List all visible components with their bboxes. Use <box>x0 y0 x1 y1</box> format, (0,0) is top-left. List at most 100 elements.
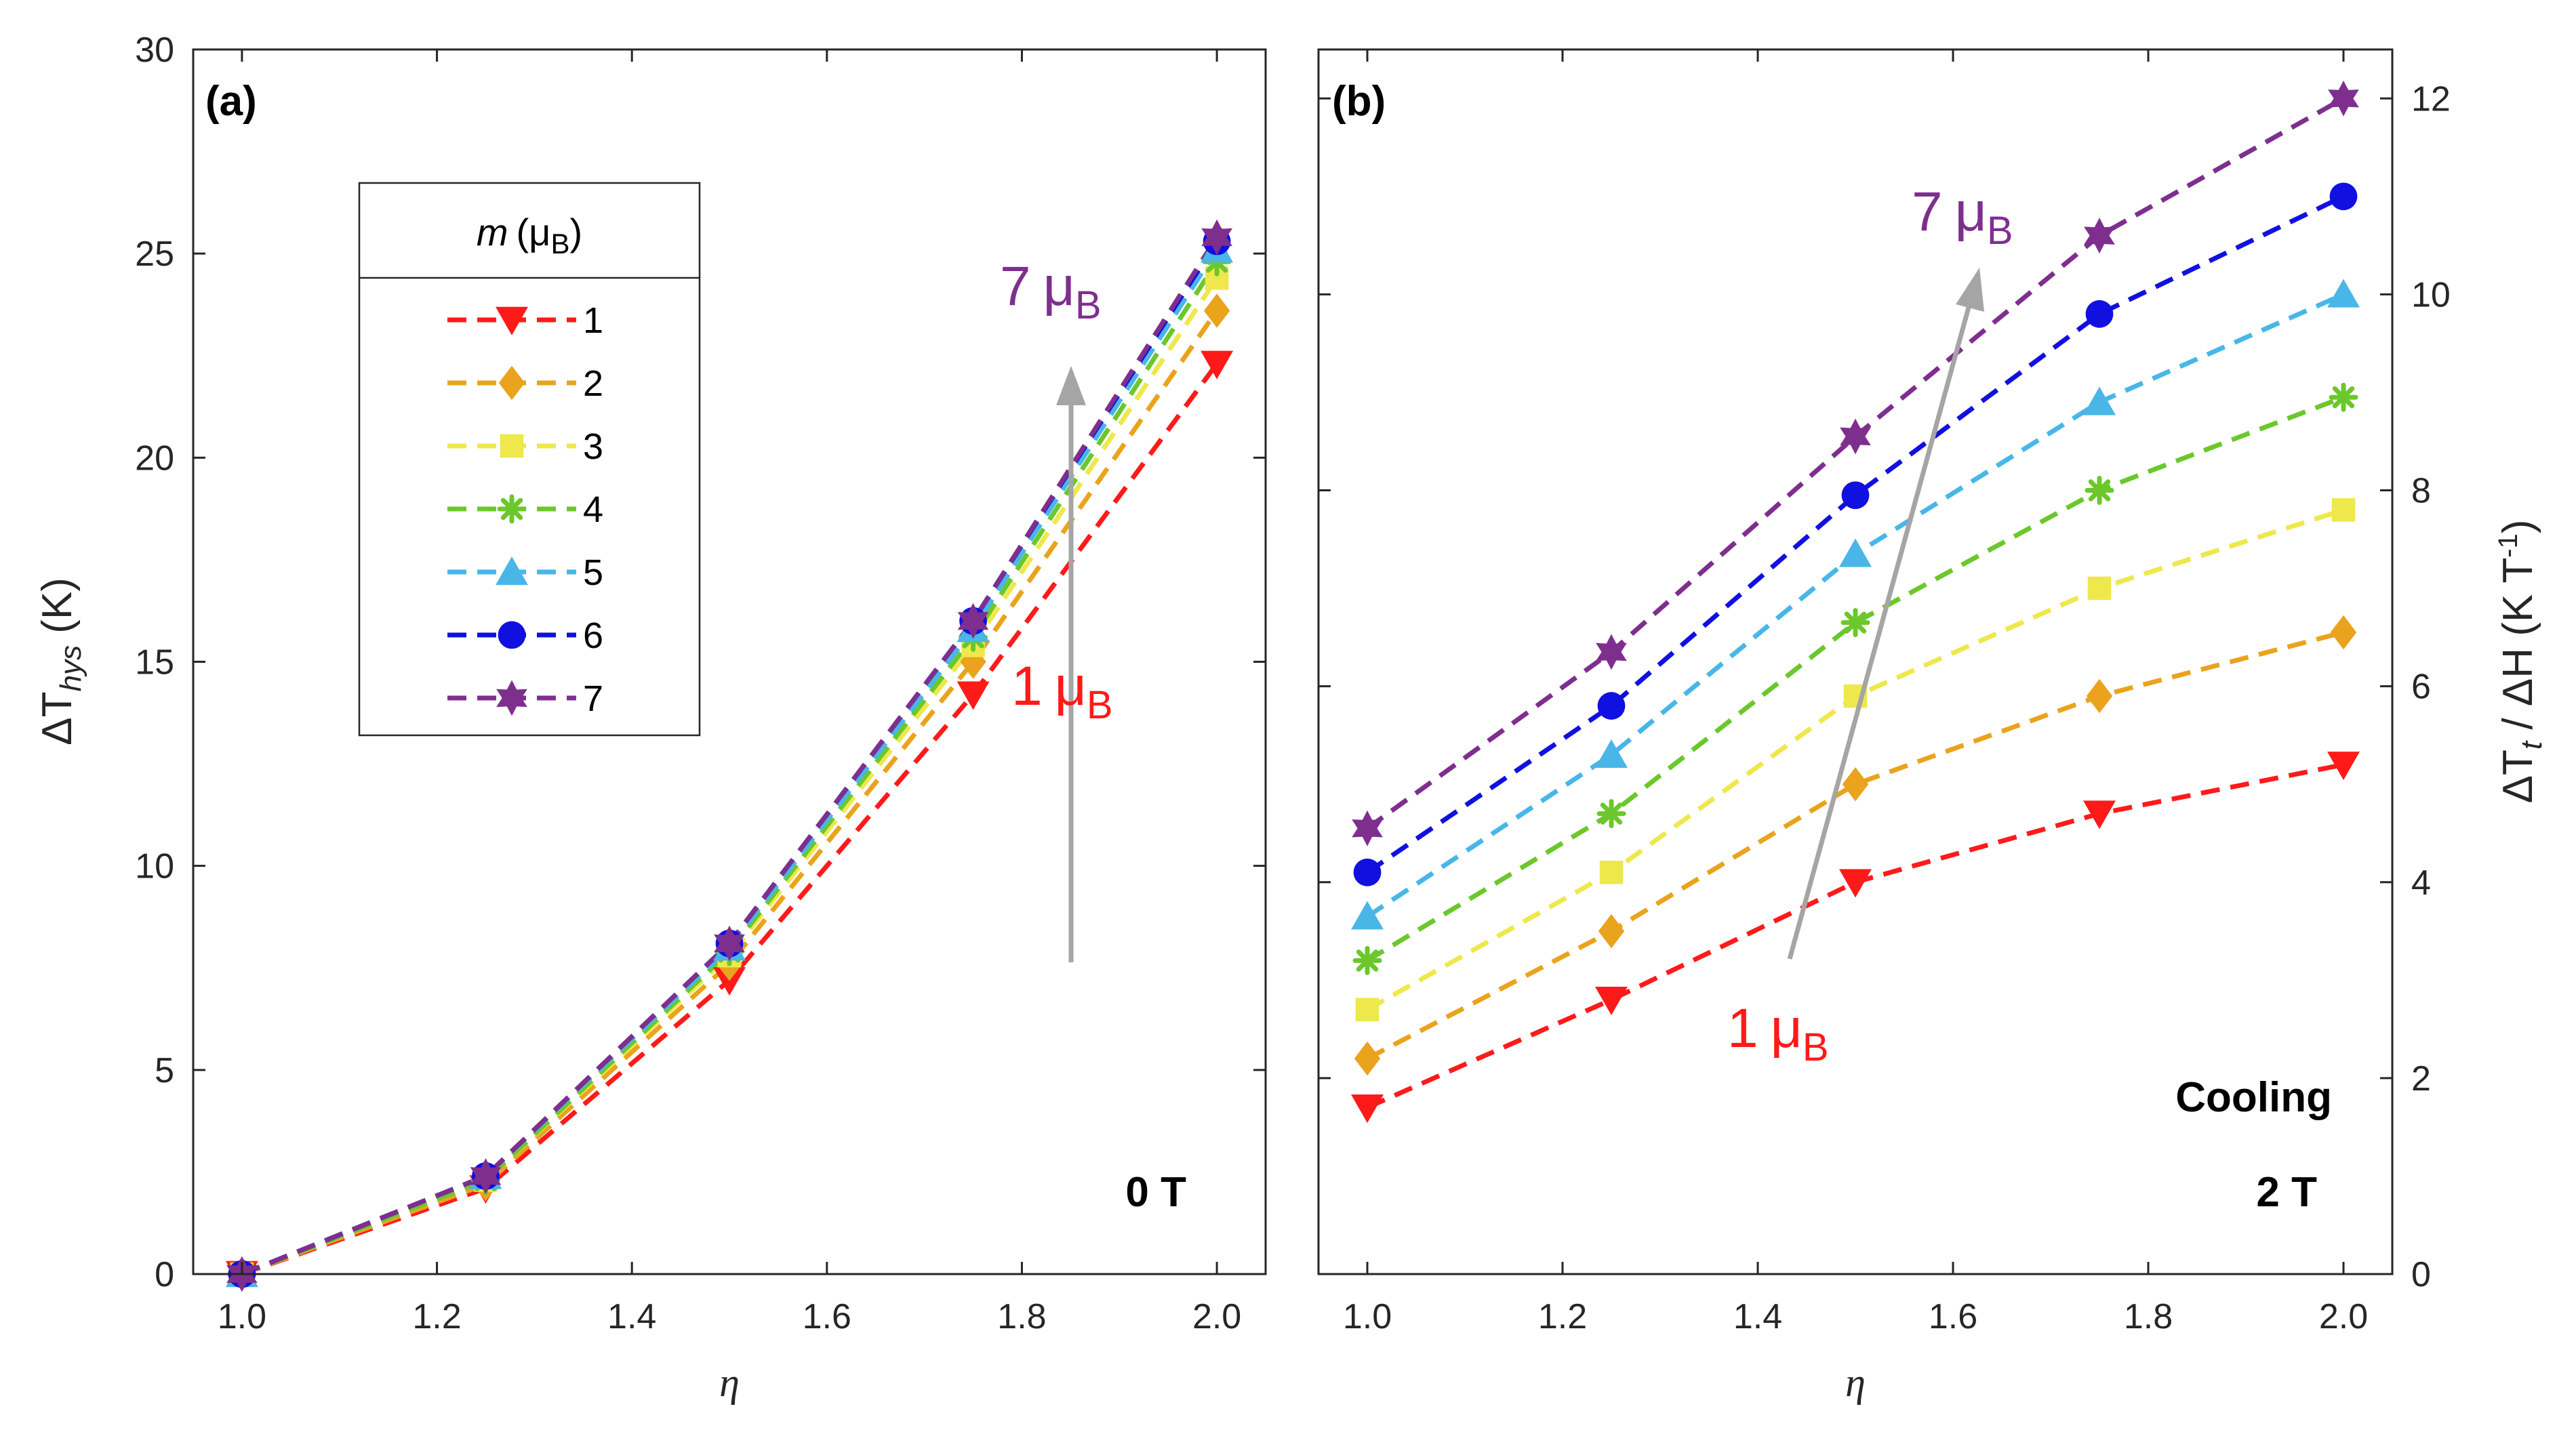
panel-b-series-5-point-2 <box>1839 538 1872 567</box>
panel-a-series-2-line <box>241 309 1219 1277</box>
legend-marker-3 <box>500 434 524 458</box>
panel-b-series-5-point-4 <box>2327 279 2360 308</box>
panel-a-series-7-point-2 <box>714 925 745 962</box>
panel-a-annotation-7mub: 7 μB <box>1000 255 1102 327</box>
panel-a-ytick-label-30: 30 <box>135 30 174 70</box>
panel-b-series-4-line <box>1366 394 2345 963</box>
panel-b-series <box>1351 80 2360 1124</box>
panel-b-axes-box <box>1317 48 2394 1275</box>
panel-b-series-3-point-0 <box>1355 998 1380 1021</box>
panel-a-series-7-point-1 <box>470 1158 502 1194</box>
panel-b-ylabel: ΔTt / ΔH (K T-1) <box>2493 520 2548 804</box>
legend-label-2: 2 <box>583 363 603 404</box>
panel-b-annotation-1mub: 1 μB <box>1727 998 1829 1069</box>
panel-a-xtick-label-1.2: 1.2 <box>412 1297 461 1336</box>
panel-b-arrow-head <box>1956 268 1984 312</box>
legend-label-1: 1 <box>583 300 603 341</box>
panel-b-series-1-point-1 <box>1595 987 1628 1016</box>
legend-marker-2 <box>498 365 525 401</box>
panel-b-series-6-point-0 <box>1353 858 1382 886</box>
panel-a-series-7-point-4 <box>1201 219 1232 255</box>
panel-b-series-5-point-0 <box>1351 901 1384 930</box>
panel-b-ytick-label-2: 2 <box>2411 1059 2431 1099</box>
panel-b-series-3-point-3 <box>2087 576 2112 600</box>
panel-a-series-1-point-3 <box>957 681 990 710</box>
panel-a-annotation-1mub: 1 μB <box>1011 655 1113 727</box>
panel-b-ylabel-main: ΔT <box>2495 750 2541 803</box>
panel-b-xtick-label-2.0: 2.0 <box>2319 1297 2368 1336</box>
panel-a-ytick-label-15: 15 <box>135 643 174 682</box>
legend: m (μB) 1 2 3 4 5 6 7 <box>358 182 701 737</box>
legend-marker-1 <box>496 306 528 335</box>
legend-box <box>358 182 701 737</box>
panel-b-series-7-point-4 <box>2328 80 2359 117</box>
panel-a-series-3-line <box>241 276 1220 1277</box>
legend-entries: 1 2 3 4 5 6 7 <box>447 300 603 719</box>
panel-b-xtick-label-1.8: 1.8 <box>2124 1297 2173 1336</box>
panel-b-series-2-point-3 <box>2086 678 2113 714</box>
panel-b-xtick-label-1.4: 1.4 <box>1733 1297 1782 1336</box>
panel-b-series-7-point-0 <box>1352 810 1383 846</box>
panel-a-ylabel-main: ΔT <box>34 692 81 745</box>
legend-marker-6 <box>498 621 526 649</box>
legend-label-3: 3 <box>583 426 603 467</box>
panel-b-ytick-label-6: 6 <box>2411 668 2431 707</box>
panel-b-ticks: 1.0 1.2 1.4 1.6 1.8 2.0 0 2 4 6 8 10 12 <box>1319 49 2451 1336</box>
panel-b-series-7-point-2 <box>1840 418 1871 455</box>
panel-b-label: (b) <box>1332 78 1386 125</box>
panel-b-series-5-point-3 <box>2083 386 2116 415</box>
legend-label-6: 6 <box>583 615 603 656</box>
panel-a-ytick-label-25: 25 <box>135 234 174 274</box>
panel-b-series-7-point-1 <box>1596 634 1627 670</box>
panel-b-ylabel-unit: (K T <box>2495 558 2541 648</box>
panel-b-arrow-shaft <box>1787 304 1972 960</box>
panel-b-series-2-point-0 <box>1354 1041 1381 1076</box>
panel-b-xlabel: η <box>1845 1360 1866 1405</box>
panel-b-ylabel-close: ) <box>2495 520 2541 534</box>
panel-b-ytick-label-8: 8 <box>2411 472 2431 511</box>
panel-b-series-6-point-4 <box>2329 182 2358 211</box>
panel-b-series-4-point-4 <box>2329 382 2358 412</box>
panel-a-condition: 0 T <box>1125 1169 1186 1216</box>
legend-label-5: 5 <box>583 552 603 593</box>
panel-b-series-3-point-4 <box>2331 498 2356 522</box>
panel-b-series-2-point-1 <box>1598 914 1625 949</box>
panel-b-series-4-point-1 <box>1596 799 1626 829</box>
panel-a-ytick-label-10: 10 <box>135 847 174 886</box>
panel-a-xlabel: η <box>719 1360 740 1405</box>
panel-b-series-4-point-2 <box>1840 608 1870 638</box>
panel-b-annotation-7mub: 7 μB <box>1912 181 2013 253</box>
panel-b-series-7-point-3 <box>2084 218 2115 254</box>
legend-title: m (μB) <box>477 211 582 260</box>
panel-a-series-4-line <box>241 260 1220 1277</box>
panel-b-ylabel-sub: t <box>2515 740 2548 750</box>
panel-b-series-2-point-4 <box>2330 615 2357 650</box>
panel-b-ylabel-mid: / ΔH <box>2495 648 2541 741</box>
panel-a-series-1-point-4 <box>1201 350 1234 380</box>
panel-b-condition-cooling: Cooling <box>2175 1074 2332 1121</box>
panel-a-arrow-head <box>1056 366 1086 405</box>
panel-b-series-6-point-2 <box>1841 481 1870 510</box>
panel-a-series-7-point-3 <box>957 602 989 639</box>
panel-b-xtick-label-1.6: 1.6 <box>1929 1297 1977 1336</box>
panel-b-ytick-label-10: 10 <box>2411 275 2451 314</box>
panel-a-xtick-label-1.0: 1.0 <box>218 1297 266 1336</box>
legend-marker-5 <box>496 556 528 586</box>
panel-b-series-6-point-3 <box>2085 300 2114 328</box>
panel-b-ytick-label-4: 4 <box>2411 863 2431 903</box>
panel-a-ylabel-sub: hys <box>54 645 87 691</box>
panel-a-ylabel: ΔThys (K) <box>34 577 87 745</box>
panel-b-series-3-point-1 <box>1599 861 1624 884</box>
legend-marker-4 <box>497 494 527 524</box>
panel-a-series-1-point-2 <box>713 967 746 996</box>
panel-b-series-1-point-3 <box>2083 800 2116 829</box>
panel-b-series-4-point-3 <box>2085 476 2114 506</box>
panel-b-series-6-line <box>1366 194 2345 875</box>
legend-marker-7 <box>496 680 527 716</box>
panel-a-ytick-label-5: 5 <box>155 1051 174 1090</box>
panel-a-label: (a) <box>205 78 257 125</box>
panel-b-series-1-point-0 <box>1351 1094 1384 1124</box>
